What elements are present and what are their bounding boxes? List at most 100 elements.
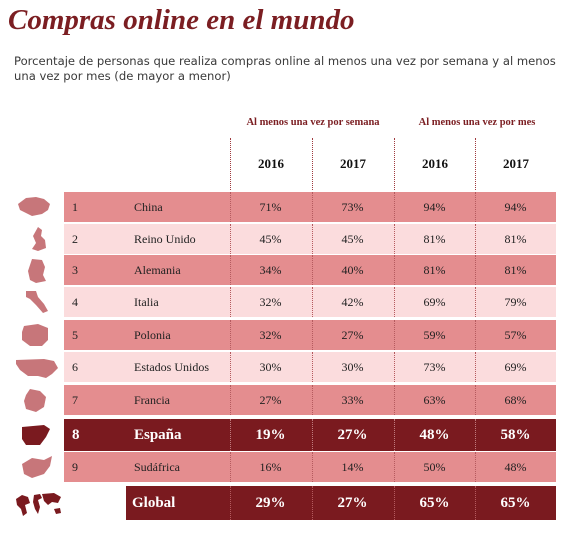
france-map-icon [24, 389, 46, 412]
country-cell: Estados Unidos [134, 359, 209, 374]
cell-divider [394, 287, 395, 317]
table-row: 1 China 71% 73% 94% 94% [64, 192, 556, 222]
value-cell: 45% [341, 231, 364, 246]
global-value: 65% [500, 494, 531, 511]
value-cell: 27% [259, 392, 282, 407]
cell-divider [394, 419, 395, 451]
value-cell: 30% [259, 359, 282, 374]
cell-divider [312, 320, 313, 350]
cell-divider [230, 452, 231, 482]
table-row: 4 Italia 32% 42% 69% 79% [64, 287, 556, 317]
value-cell: 32% [259, 327, 282, 342]
cell-divider [312, 385, 313, 415]
header-divider [475, 138, 476, 190]
global-label: Global [132, 494, 176, 511]
value-cell: 81% [423, 262, 446, 277]
value-cell: 73% [341, 199, 364, 214]
value-cell: 73% [423, 359, 446, 374]
table-row: 8 España 19% 27% 48% 58% [64, 419, 556, 451]
cell-divider [475, 486, 476, 520]
value-cell: 71% [259, 199, 282, 214]
cell-divider [394, 352, 395, 382]
world-map-icon [16, 493, 61, 516]
cell-divider [312, 419, 313, 451]
rank-cell: 8 [72, 426, 80, 443]
table-row: 9 Sudáfrica 16% 14% 50% 48% [64, 452, 556, 482]
cell-divider [312, 224, 313, 254]
cell-divider [394, 452, 395, 482]
country-cell: Polonia [134, 327, 171, 342]
value-cell: 58% [500, 426, 531, 443]
year-header: 2016 [422, 156, 448, 171]
cell-divider [475, 352, 476, 382]
value-cell: 30% [341, 359, 364, 374]
cell-divider [394, 224, 395, 254]
group-header-monthly: Al menos una vez por mes [418, 117, 536, 128]
global-value: 65% [419, 494, 450, 511]
page-title: Compras online en el mundo [8, 4, 355, 36]
country-cell: Sudáfrica [134, 459, 180, 474]
value-cell: 79% [504, 294, 527, 309]
cell-divider [312, 287, 313, 317]
country-cell: España [134, 426, 182, 443]
cell-divider [312, 352, 313, 382]
rank-cell: 5 [72, 327, 78, 342]
table-row: 5 Polonia 32% 27% 59% 57% [64, 320, 556, 350]
cell-divider [312, 486, 313, 520]
rank-cell: 7 [72, 392, 78, 407]
country-cell: China [134, 199, 163, 214]
cell-divider [312, 452, 313, 482]
value-cell: 19% [255, 426, 286, 443]
china-map-icon [18, 197, 50, 216]
cell-divider [394, 192, 395, 222]
uk-map-icon [32, 227, 46, 251]
value-cell: 69% [423, 294, 446, 309]
value-cell: 27% [337, 426, 368, 443]
cell-divider [230, 419, 231, 451]
header-divider [312, 138, 313, 190]
cell-divider [475, 452, 476, 482]
country-cell: Francia [134, 392, 170, 407]
rank-cell: 2 [72, 231, 78, 246]
value-cell: 48% [504, 459, 527, 474]
value-cell: 63% [423, 392, 446, 407]
value-cell: 32% [259, 294, 282, 309]
rank-cell: 9 [72, 459, 78, 474]
global-row: Global 29% 27% 65% 65% [126, 486, 556, 520]
cell-divider [475, 255, 476, 285]
cell-divider [230, 224, 231, 254]
value-cell: 14% [341, 459, 364, 474]
south-africa-map-icon [22, 456, 52, 478]
value-cell: 45% [259, 231, 282, 246]
table-row: 3 Alemania 34% 40% 81% 81% [64, 255, 556, 285]
cell-divider [230, 287, 231, 317]
cell-divider [230, 320, 231, 350]
cell-divider [312, 192, 313, 222]
global-value: 27% [337, 494, 368, 511]
usa-map-icon [16, 359, 58, 378]
value-cell: 27% [341, 327, 364, 342]
value-cell: 81% [504, 262, 527, 277]
country-cell: Italia [134, 294, 159, 309]
header-divider [230, 138, 231, 190]
italy-map-icon [26, 291, 48, 313]
poland-map-icon [22, 324, 48, 346]
cell-divider [475, 224, 476, 254]
table-row: 7 Francia 27% 33% 63% 68% [64, 385, 556, 415]
value-cell: 48% [419, 426, 450, 443]
country-cell: Alemania [134, 262, 181, 277]
rank-cell: 4 [72, 294, 78, 309]
cell-divider [475, 419, 476, 451]
group-header-weekly: Al menos una vez por semana [246, 117, 380, 128]
cell-divider [394, 385, 395, 415]
value-cell: 40% [341, 262, 364, 277]
cell-divider [394, 255, 395, 285]
cell-divider [230, 486, 231, 520]
cell-divider [475, 192, 476, 222]
cell-divider [230, 352, 231, 382]
value-cell: 94% [504, 199, 527, 214]
value-cell: 81% [504, 231, 527, 246]
cell-divider [230, 385, 231, 415]
germany-map-icon [28, 259, 46, 283]
cell-divider [394, 486, 395, 520]
